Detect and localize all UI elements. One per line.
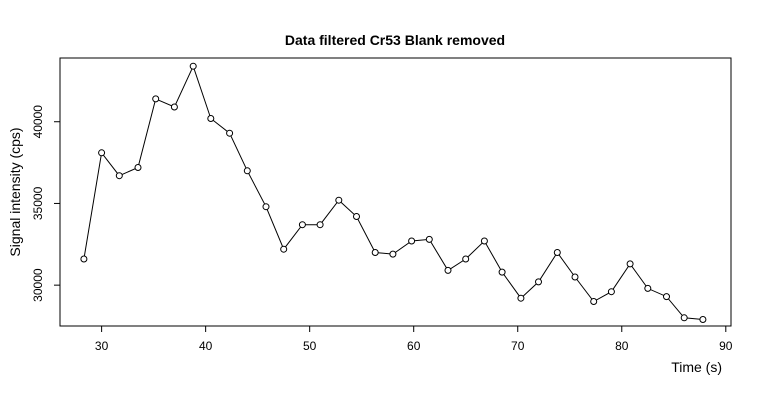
data-point	[280, 245, 288, 253]
x-axis-label: Time (s)	[671, 359, 722, 375]
x-tick-label: 50	[303, 339, 317, 353]
data-point	[389, 250, 397, 258]
data-point	[98, 149, 106, 157]
x-tick-label: 60	[407, 339, 421, 353]
data-points	[80, 62, 707, 323]
data-point	[425, 235, 433, 243]
data-point	[444, 266, 452, 274]
y-axis: 30000 35000 40000	[31, 105, 61, 302]
data-point	[699, 316, 707, 323]
data-point	[298, 221, 306, 229]
chart-title: Data filtered Cr53 Blank removed	[285, 32, 505, 48]
data-point	[371, 249, 379, 256]
data-point	[134, 164, 142, 171]
data-point	[644, 284, 652, 292]
data-point	[226, 129, 234, 137]
data-point	[80, 255, 88, 263]
x-tick-label: 40	[199, 339, 213, 353]
data-point	[498, 268, 506, 276]
data-point	[535, 278, 542, 286]
x-tick-label: 80	[615, 339, 629, 353]
data-point	[607, 288, 615, 296]
data-point	[335, 196, 343, 204]
y-tick-label: 35000	[31, 186, 45, 220]
data-point	[480, 237, 488, 245]
data-point	[243, 167, 251, 175]
x-tick-label: 70	[511, 339, 525, 353]
data-point	[590, 298, 598, 305]
data-point	[170, 103, 178, 111]
x-axis: 30 40 50 60 70 80 90	[95, 325, 733, 353]
y-axis-label: Signal intensity (cps)	[7, 127, 23, 256]
data-point	[408, 237, 416, 245]
x-tick-label: 30	[95, 339, 109, 353]
data-point	[462, 255, 470, 263]
data-point	[571, 273, 579, 281]
data-point	[553, 249, 561, 256]
data-point	[115, 172, 123, 180]
data-point	[626, 260, 634, 268]
data-point	[517, 294, 525, 302]
y-tick-label: 30000	[31, 268, 45, 302]
data-point	[353, 213, 360, 220]
data-point	[152, 95, 160, 103]
data-point	[207, 115, 215, 122]
data-point	[663, 293, 670, 301]
x-tick-label: 90	[719, 339, 733, 353]
y-tick-label: 40000	[31, 105, 45, 139]
plot-area	[59, 57, 732, 327]
data-point	[680, 314, 688, 322]
data-point	[316, 221, 324, 229]
data-point	[262, 203, 270, 211]
data-point	[189, 62, 197, 70]
series-line	[83, 64, 703, 320]
